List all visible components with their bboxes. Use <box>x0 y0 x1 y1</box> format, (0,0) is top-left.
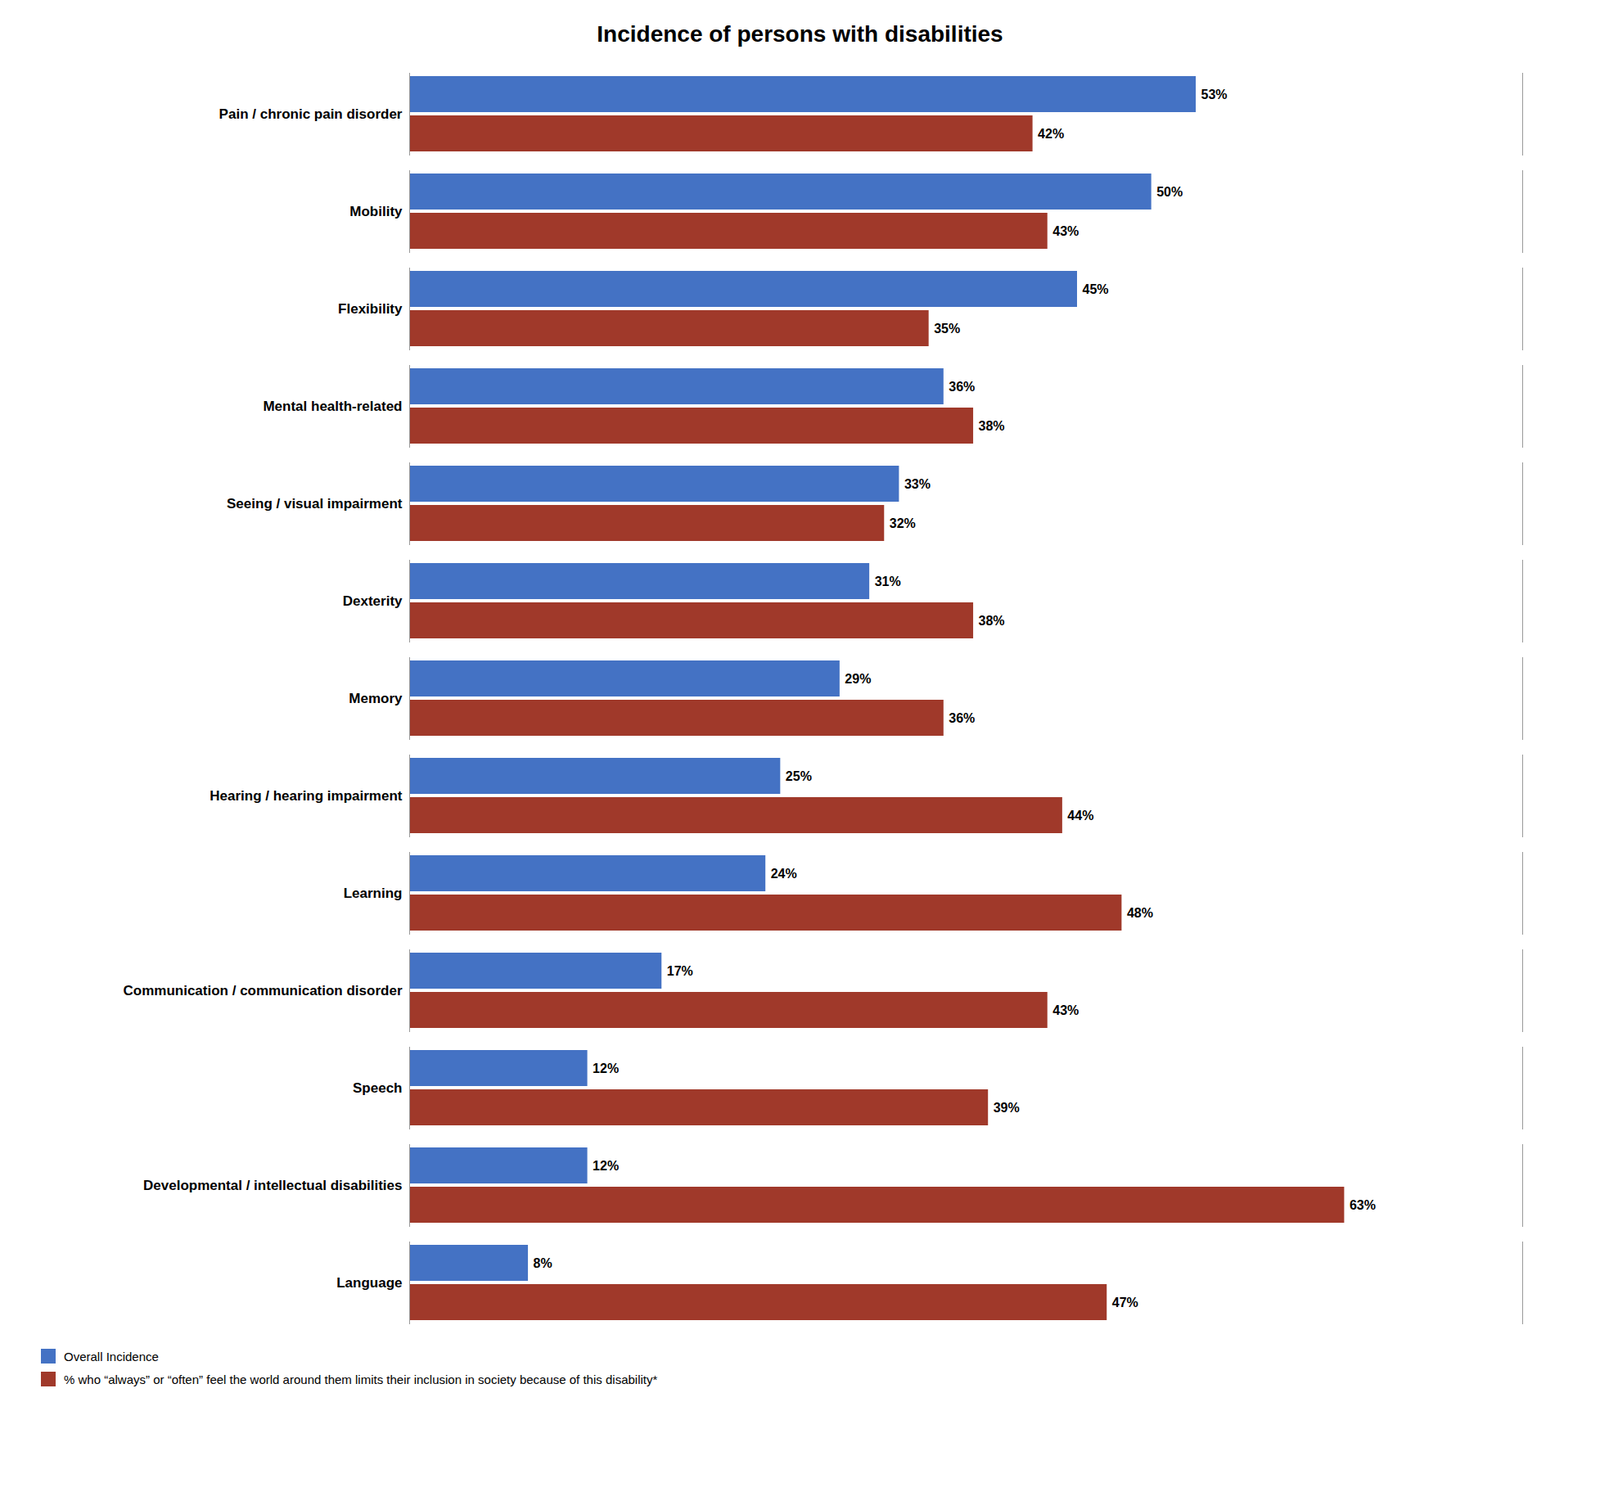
html-text:Incidence of persons with disa: Incidence of persons with disabilities <box>596 21 1004 47</box>
svg-text:12%: 12% <box>592 1061 619 1076</box>
svg-text:47%: 47% <box>1112 1295 1139 1310</box>
html-text:Overall Incidence: Overall Incidence <box>63 1349 159 1364</box>
svg-text:Dexterity: Dexterity <box>342 593 403 609</box>
svg-text:50%: 50% <box>1156 184 1183 199</box>
svg-text:Hearing / hearing impairment: Hearing / hearing impairment <box>209 788 403 804</box>
svg-text:Communication / communication: Communication / communication disorder <box>123 982 403 999</box>
svg-text:24%: 24% <box>770 866 798 881</box>
svg-text:Seeing / visual impairment: Seeing / visual impairment <box>226 495 403 512</box>
svg-text:Speech: Speech <box>352 1080 402 1096</box>
svg-text:33%: 33% <box>904 477 931 492</box>
svg-text:Mental health-related: Mental health-related <box>262 398 402 415</box>
svg-text:Language: Language <box>336 1275 402 1291</box>
svg-text:32%: 32% <box>889 516 916 531</box>
svg-text:42%: 42% <box>1037 126 1064 141</box>
svg-text:Pain / chronic pain disorder: Pain / chronic pain disorder <box>219 106 403 122</box>
svg-text:31%: 31% <box>874 574 902 589</box>
svg-text:45%: 45% <box>1082 282 1109 297</box>
svg-text:38%: 38% <box>978 613 1006 628</box>
svg-text:53%: 53% <box>1201 87 1228 102</box>
svg-text:Mobility: Mobility <box>349 203 403 220</box>
svg-text:44%: 44% <box>1067 808 1094 823</box>
svg-text:35%: 35% <box>933 321 960 336</box>
svg-text:Learning: Learning <box>343 885 403 902</box>
svg-text:25%: 25% <box>785 769 812 784</box>
svg-text:43%: 43% <box>1052 224 1079 239</box>
svg-text:8%: 8% <box>533 1256 553 1271</box>
svg-text:36%: 36% <box>948 711 975 726</box>
svg-text:39%: 39% <box>993 1100 1020 1115</box>
svg-text:Developmental / intellectual d: Developmental / intellectual disabilitie… <box>143 1177 402 1194</box>
svg-text:17%: 17% <box>667 964 694 979</box>
svg-text:Flexibility: Flexibility <box>338 301 403 317</box>
svg-text:Memory: Memory <box>348 690 403 707</box>
svg-text:38%: 38% <box>978 419 1006 433</box>
html-text:% who “always” or “often” feel: % who “always” or “often” feel the world… <box>63 1372 658 1386</box>
svg-text:43%: 43% <box>1052 1003 1079 1018</box>
svg-text:36%: 36% <box>948 379 975 394</box>
svg-text:48%: 48% <box>1126 905 1154 920</box>
svg-text:29%: 29% <box>844 671 871 686</box>
svg-text:12%: 12% <box>592 1158 619 1173</box>
svg-text:63%: 63% <box>1349 1198 1376 1213</box>
